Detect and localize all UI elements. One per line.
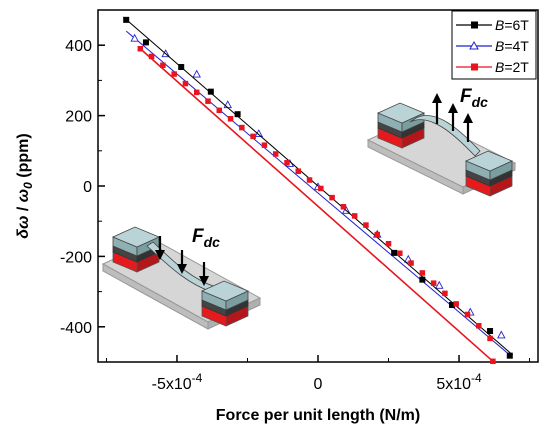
- data-point: [261, 142, 268, 148]
- data-point: [160, 62, 166, 69]
- data-point: [192, 69, 201, 78]
- data-point: [284, 160, 290, 166]
- legend-label: B=2T: [495, 59, 529, 75]
- data-point: [385, 240, 392, 247]
- inset-beam-down: Fdc: [101, 226, 262, 330]
- legend-item-B=4T: B=4T: [456, 38, 529, 54]
- data-point: [435, 280, 444, 289]
- x-axis-title: Force per unit length (N/m): [216, 407, 420, 424]
- y-tick-label: 200: [65, 109, 92, 126]
- data-point: [250, 133, 256, 140]
- data-point: [340, 204, 347, 210]
- data-point: [137, 45, 144, 52]
- legend-marker: [471, 21, 478, 29]
- y-tick-label: 0: [83, 179, 92, 196]
- y-tick-label: -400: [60, 320, 92, 337]
- force-arrows-up: [432, 93, 473, 142]
- data-point: [476, 322, 482, 329]
- data-point: [148, 53, 155, 60]
- data-point: [464, 311, 471, 318]
- data-point: [363, 222, 369, 228]
- data-point: [497, 330, 506, 339]
- inset-beam-up: Fdc: [366, 86, 517, 197]
- series-B=6T: [123, 16, 513, 359]
- data-point: [306, 177, 313, 183]
- legend-item-B=2T: B=2T: [456, 59, 529, 75]
- data-point: [329, 194, 335, 201]
- data-point: [374, 231, 380, 238]
- data-point: [506, 352, 513, 359]
- force-arrows-down: [155, 236, 209, 286]
- inset-up-beam: [409, 115, 481, 157]
- data-point: [490, 358, 496, 365]
- data-point: [239, 124, 245, 131]
- legend-marker: [471, 63, 478, 71]
- x-tick-label: -5x10-4: [152, 371, 203, 393]
- data-point: [207, 88, 214, 95]
- data-point: [391, 249, 398, 256]
- force-label-up: Fdc: [460, 86, 488, 110]
- data-point: [419, 270, 426, 276]
- legend-label: B=4T: [495, 38, 529, 54]
- data-point: [487, 335, 493, 342]
- data-point: [142, 39, 149, 46]
- series-line: [139, 48, 494, 362]
- data-point: [216, 107, 223, 114]
- legend-item-B=6T: B=6T: [456, 17, 529, 33]
- data-point: [397, 250, 403, 256]
- data-point: [453, 301, 459, 307]
- data-point: [351, 213, 358, 219]
- data-point: [318, 185, 324, 192]
- series-line: [125, 30, 511, 356]
- x-tick-label: 5x10-4: [436, 371, 482, 393]
- inset-up-right-pad: [464, 150, 514, 197]
- y-tick-label: -200: [60, 249, 92, 266]
- data-point: [205, 98, 211, 104]
- data-point: [487, 328, 494, 335]
- data-point: [223, 100, 232, 109]
- data-point: [123, 16, 130, 23]
- data-point: [234, 111, 241, 118]
- data-point: [171, 71, 177, 77]
- data-point: [442, 290, 448, 297]
- series-B=2T: [137, 45, 496, 365]
- legend-label: B=6T: [495, 17, 529, 33]
- y-axis-title: δω / ω0 (ppm): [15, 133, 35, 238]
- legend-box: [451, 10, 537, 80]
- data-point: [430, 280, 437, 286]
- data-point: [295, 168, 302, 174]
- series-layer: [123, 16, 513, 365]
- data-point: [272, 151, 279, 157]
- data-point: [419, 276, 426, 283]
- y-tick-label: 400: [65, 38, 92, 55]
- data-point: [178, 64, 185, 71]
- data-point: [227, 116, 234, 122]
- data-point: [408, 260, 414, 266]
- legend: B=6T B=4T B=2T: [451, 10, 537, 80]
- data-point: [130, 33, 139, 42]
- axes-layer: 400 200 0 -200 -400 -5x10-4 0 5x10-4: [60, 9, 531, 393]
- legend-marker: [469, 40, 479, 50]
- inset-up-left-pad: [376, 102, 426, 149]
- x-tick-label: 0: [314, 376, 323, 393]
- inset-down-right-pad: [200, 280, 250, 327]
- series-line: [123, 16, 513, 356]
- data-point: [193, 89, 200, 96]
- data-point: [254, 129, 264, 138]
- data-point: [448, 301, 455, 308]
- data-point: [182, 80, 189, 87]
- force-label-down: Fdc: [192, 226, 220, 250]
